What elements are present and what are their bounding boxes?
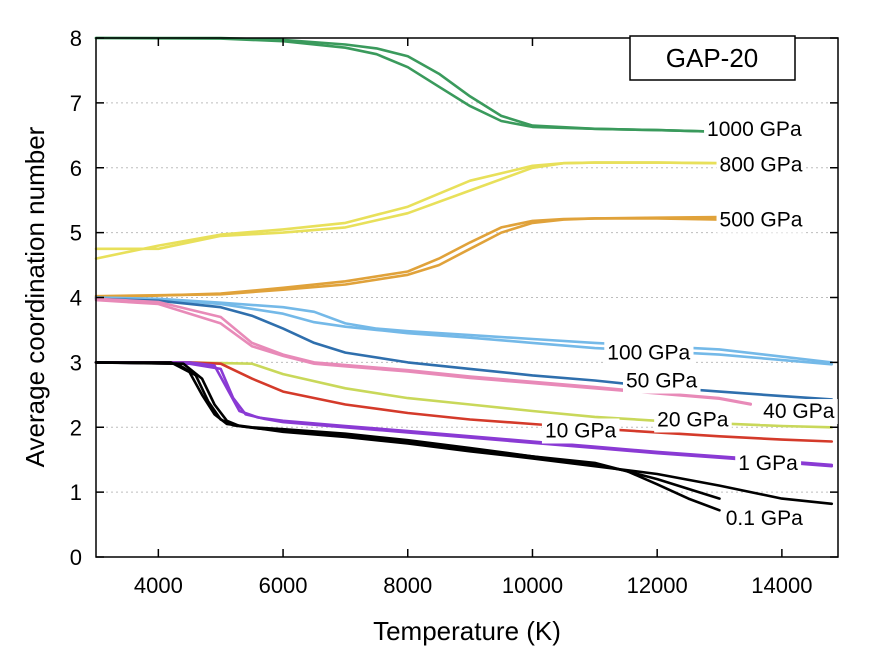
y-tick-label: 6 xyxy=(70,156,82,181)
series-500-gpa xyxy=(94,215,721,299)
series-label-50-gpa: 50 GPa xyxy=(626,370,698,393)
y-tick-label: 7 xyxy=(70,91,82,116)
series-line-500-gpa-2 xyxy=(94,217,721,299)
series-label-bg-500-gpa xyxy=(716,207,806,233)
y-tick-label: 8 xyxy=(70,26,82,51)
y-tick-label: 2 xyxy=(70,415,82,440)
series-label-bg-100-gpa xyxy=(604,340,694,366)
series-label-20-gpa: 20 GPa xyxy=(657,408,729,431)
x-tick-label: 14000 xyxy=(751,573,812,598)
series-label-10-gpa: 10 GPa xyxy=(545,419,617,442)
x-axis-title: Temperature (K) xyxy=(373,616,561,646)
series-line-100-gpa-1 xyxy=(94,296,834,364)
x-tick-label: 4000 xyxy=(134,573,183,598)
series-label-bg-800-gpa xyxy=(716,152,806,178)
x-tick-label: 6000 xyxy=(259,573,308,598)
series-line-1000-gpa-1 xyxy=(94,36,709,133)
series-label-0-1-gpa: 0.1 GPa xyxy=(726,507,803,530)
series-label-500-gpa: 500 GPa xyxy=(720,209,803,232)
series-layer xyxy=(94,36,834,512)
series-label-bg-40-gpa xyxy=(760,399,838,425)
series-label-bg-1000-gpa xyxy=(704,116,805,142)
series-100-gpa xyxy=(94,296,834,366)
series-line-100-gpa-2 xyxy=(94,296,834,366)
y-axis-title: Average coordination number xyxy=(20,126,50,467)
series-label-40-gpa: 40 GPa xyxy=(763,400,835,423)
series-label-100-gpa: 100 GPa xyxy=(607,342,690,365)
series-label-1-gpa: 1 GPa xyxy=(738,452,798,475)
series-label-bg-50-gpa xyxy=(623,368,701,394)
series-label-bg-1-gpa xyxy=(735,450,802,476)
series-line-0-1-gpa-3 xyxy=(94,361,834,506)
x-tick-label: 12000 xyxy=(627,573,688,598)
y-tick-label: 5 xyxy=(70,221,82,246)
series-label-800-gpa: 800 GPa xyxy=(720,154,803,177)
series-line-10-gpa-1 xyxy=(94,361,834,443)
grid xyxy=(96,37,838,558)
series-1000-gpa xyxy=(94,36,709,133)
series-label-bg-20-gpa xyxy=(654,407,732,433)
series-label-bg-0-1-gpa xyxy=(722,506,807,532)
x-tick-label: 8000 xyxy=(383,573,432,598)
y-tick-label: 3 xyxy=(70,350,82,375)
legend-title: GAP-20 xyxy=(666,43,759,73)
y-tick-label: 4 xyxy=(70,286,82,311)
legend-box: GAP-20 xyxy=(629,35,796,81)
y-tick-label: 0 xyxy=(70,545,82,570)
x-tick-label: 10000 xyxy=(502,573,563,598)
series-line-800-gpa-2 xyxy=(94,161,721,260)
series-line-500-gpa-1 xyxy=(94,215,721,298)
ticks: 0 1 2 3 4 5 6 7 8 4000 6000 8000 10000 12000 14000 xyxy=(70,26,838,598)
series-10-gpa xyxy=(94,361,834,443)
labels-layer: 1000 GPa 800 GPa 500 GPa 100 GPa 50 GPa 40 GP… xyxy=(541,116,838,532)
series-0-1-gpa xyxy=(94,361,834,512)
series-800-gpa xyxy=(94,161,721,260)
y-tick-label: 1 xyxy=(70,480,82,505)
series-1-gpa xyxy=(94,361,834,468)
series-line-1000-gpa-2 xyxy=(94,36,709,133)
series-label-1000-gpa: 1000 GPa xyxy=(707,118,802,141)
series-line-1-gpa-2 xyxy=(94,361,834,468)
series-label-bg-10-gpa xyxy=(541,418,620,444)
